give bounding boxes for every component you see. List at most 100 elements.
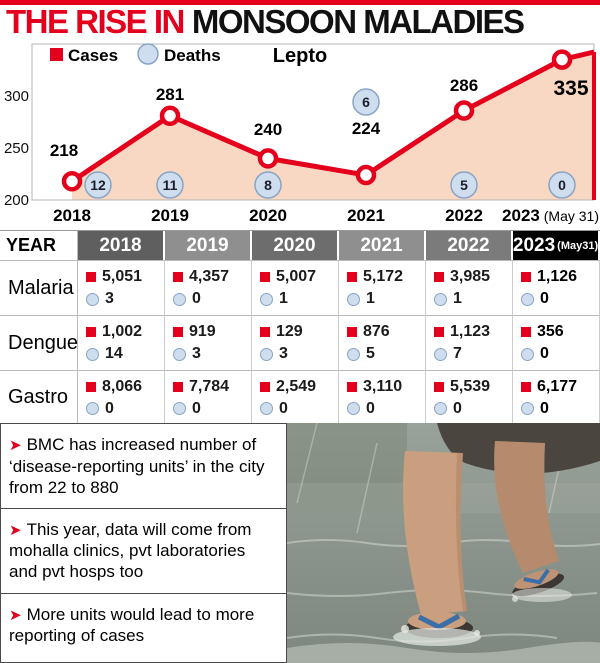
- cases-marker: [434, 272, 444, 282]
- cases-value: 6,177: [537, 377, 578, 395]
- bottom-section: ➤ BMC has increased number of ‘disease-re…: [0, 423, 600, 663]
- legend-cases-swatch: [50, 48, 63, 61]
- death-circle: [548, 171, 576, 199]
- disease-label: Malaria: [0, 260, 78, 315]
- cases-marker: [521, 327, 531, 337]
- back-leg: [494, 441, 559, 573]
- deaths-value: 3: [105, 290, 114, 307]
- deaths-marker: [260, 292, 273, 306]
- deaths-value: 7: [453, 345, 462, 362]
- deaths-value: 0: [192, 399, 201, 417]
- arrow-bullet-icon: ➤: [9, 606, 22, 624]
- cases-value: 876: [363, 323, 390, 340]
- case-label: 218: [50, 141, 78, 160]
- case-point: [453, 100, 475, 121]
- table-cell: 4,357 0: [165, 260, 252, 315]
- cases-marker: [347, 381, 357, 392]
- cases-value: 5,539: [450, 377, 491, 395]
- title-part-black: MONSOON MALADIES: [191, 3, 525, 40]
- area-fill: [72, 52, 594, 200]
- note-text: BMC has increased number of ‘disease-rep…: [9, 435, 265, 497]
- cases-value: 919: [189, 323, 216, 340]
- deaths-value: 1: [279, 290, 288, 307]
- deaths-marker: [260, 347, 273, 361]
- death-circle: [84, 171, 112, 199]
- deaths-marker: [434, 292, 447, 306]
- disease-label: Dengue: [0, 315, 78, 370]
- table-cell: 7,784 0: [165, 370, 252, 424]
- deaths-value: 3: [192, 345, 201, 362]
- deaths-marker: [86, 347, 99, 361]
- front-leg: [402, 451, 467, 615]
- cases-value: 2,549: [276, 377, 317, 395]
- case-point: [159, 105, 181, 127]
- legend-deaths-label: Deaths: [164, 46, 221, 65]
- cases-marker: [260, 381, 270, 392]
- y-tick-label: 250: [4, 140, 29, 157]
- cases-value: 356: [537, 323, 564, 340]
- table-cell: 5,007 1: [252, 260, 339, 315]
- deaths-marker: [521, 347, 534, 361]
- deaths-marker: [434, 347, 447, 361]
- table-cell: 129 3: [252, 315, 339, 370]
- case-label: 281: [156, 85, 184, 104]
- table-cell: 5,172 1: [339, 260, 426, 315]
- table-cell: 6,177 0: [513, 370, 600, 424]
- front-leg-shadow: [455, 453, 467, 611]
- foam: [287, 641, 600, 663]
- cases-marker: [434, 381, 444, 392]
- year-text: 2019: [186, 234, 229, 256]
- cases-marker: [260, 272, 270, 282]
- deaths-value: 0: [540, 290, 549, 307]
- deaths-value: 3: [279, 345, 288, 362]
- death-value: 12: [90, 177, 106, 193]
- cases-marker: [173, 272, 183, 282]
- cases-value: 7,784: [189, 377, 230, 395]
- table-cell: 876 5: [339, 315, 426, 370]
- x-tick-label: 2020: [249, 206, 287, 225]
- x-tick-label: 2019: [151, 206, 189, 225]
- y-tick-label: 300: [4, 88, 29, 105]
- x-tick-label: 2022: [445, 206, 483, 225]
- deaths-value: 0: [279, 399, 288, 417]
- arrow-bullet-icon: ➤: [9, 521, 22, 539]
- table-cell: 5,051 3: [78, 260, 165, 315]
- death-value: 6: [362, 94, 370, 110]
- year-col-header: 2019: [165, 231, 252, 260]
- year-text: 2020: [273, 234, 316, 256]
- table-cell: 5,539 0: [426, 370, 513, 424]
- water-reflection: [287, 423, 407, 513]
- cases-marker: [347, 272, 357, 282]
- cases-marker: [86, 381, 96, 392]
- case-label: 240: [254, 120, 282, 139]
- deaths-value: 1: [366, 290, 375, 307]
- year-col-header: 2021: [339, 231, 426, 260]
- year-text: 2018: [99, 234, 142, 256]
- deaths-value: 0: [105, 399, 114, 417]
- cases-marker: [260, 327, 270, 337]
- x-tick-label-2023: 2023 (May 31): [502, 206, 599, 225]
- cases-marker: [86, 272, 96, 282]
- year-text: 2023: [512, 234, 556, 256]
- monsoon-photo: [287, 423, 600, 663]
- death-value: 11: [163, 177, 178, 193]
- chart-title: Lepto: [273, 45, 327, 67]
- death-circle: [254, 171, 282, 199]
- notes-panel: ➤ BMC has increased number of ‘disease-re…: [0, 423, 287, 663]
- cases-marker: [347, 327, 357, 337]
- deaths-value: 5: [366, 345, 375, 362]
- deaths-marker: [347, 402, 360, 415]
- table-cell: 919 3: [165, 315, 252, 370]
- death-circle: [450, 171, 478, 199]
- note-text: More units would lead to more reporting …: [9, 604, 255, 646]
- table-cell: 3,985 1: [426, 260, 513, 315]
- year-text: 2022: [447, 234, 490, 256]
- deaths-value: 0: [540, 399, 549, 417]
- deaths-value: 1: [453, 290, 462, 307]
- death-value: 8: [264, 177, 272, 193]
- cases-value: 4,357: [189, 268, 230, 285]
- deaths-marker: [173, 402, 186, 415]
- year-col-header: 2022: [426, 231, 513, 260]
- top-red-bar: [0, 0, 600, 5]
